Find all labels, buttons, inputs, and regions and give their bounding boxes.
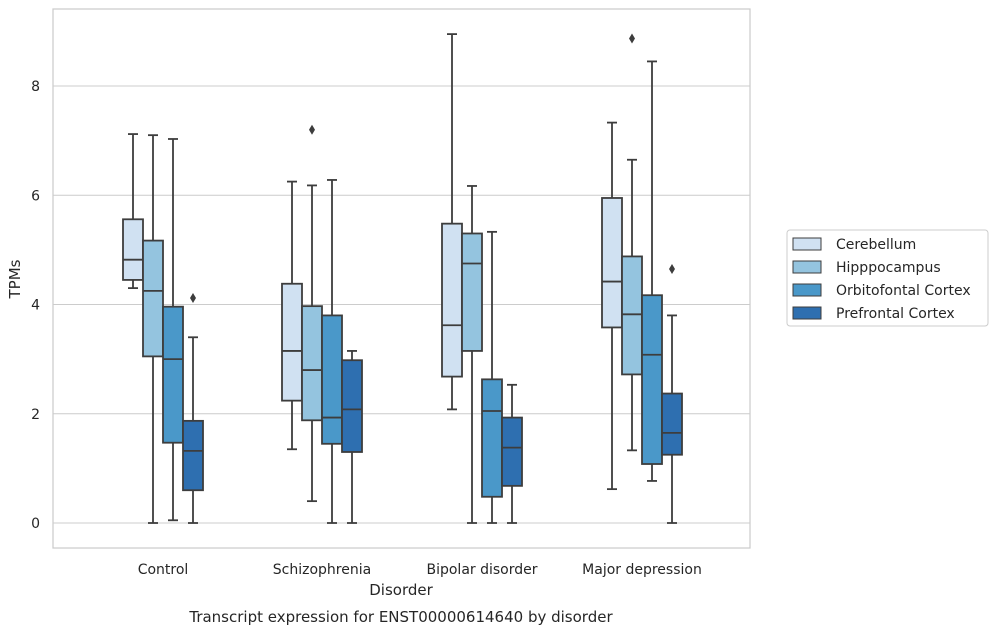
box-orbitofontal-cortex-0 [162, 138, 184, 522]
outlier-point [629, 33, 635, 44]
box-orbitofontal-cortex-2 [481, 230, 503, 524]
box-iqr [441, 222, 463, 378]
box-iqr [641, 294, 663, 465]
x-axis-label: Disorder [369, 581, 433, 599]
box-cerebellum-1 [281, 180, 303, 451]
box-iqr [461, 232, 483, 352]
box-orbitofontal-cortex-3 [641, 60, 663, 482]
box-iqr [162, 305, 184, 444]
box-prefrontal-cortex-1 [341, 350, 363, 524]
y-axis-label: TPMs [6, 259, 24, 299]
legend-label: Hipppocampus [836, 260, 941, 276]
x-tick-label: Bipolar disorder [426, 562, 537, 578]
chart-title: Transcript expression for ENST0000061464… [188, 608, 613, 626]
box-iqr [601, 197, 623, 329]
box-prefrontal-cortex-2 [501, 383, 523, 524]
x-tick-label: Schizophrenia [273, 562, 371, 578]
y-tick-label: 4 [31, 298, 40, 314]
legend-frame [786, 229, 989, 327]
box-prefrontal-cortex-3 [661, 263, 683, 524]
box-orbitofontal-cortex-1 [321, 179, 343, 524]
box-iqr [621, 255, 643, 376]
y-tick-label: 6 [31, 188, 40, 204]
box-hipppocampus-2 [461, 185, 483, 524]
box-cerebellum-0 [122, 133, 144, 290]
box-hipppocampus-0 [142, 134, 164, 524]
outlier-point [309, 124, 315, 135]
legend-label: Cerebellum [836, 237, 916, 253]
box-cerebellum-2 [441, 33, 463, 411]
box-iqr [182, 419, 204, 492]
x-axis-ticks: Control Schizophrenia Bipolar disorder Majo… [138, 562, 702, 578]
box-iqr [281, 282, 303, 402]
y-axis-ticks: 0 2 4 6 8 [31, 79, 40, 532]
outlier-point [190, 292, 196, 303]
plot-frame [52, 8, 751, 549]
legend-swatch [792, 260, 822, 274]
box-groups [122, 33, 683, 524]
x-tick-label: Major depression [582, 562, 702, 578]
box-iqr [321, 314, 343, 445]
box-iqr [501, 416, 523, 487]
box-iqr [481, 378, 503, 498]
y-tick-label: 2 [31, 407, 40, 423]
box-iqr [122, 218, 144, 281]
legend: Cerebellum Hipppocampus Orbitofontal Corte… [786, 229, 989, 327]
legend-label: Prefrontal Cortex [836, 306, 955, 322]
y-tick-label: 8 [31, 79, 40, 95]
legend-swatch [792, 306, 822, 320]
outlier-point [669, 263, 675, 274]
x-tick-label: Control [138, 562, 189, 578]
box-iqr [341, 359, 363, 453]
legend-swatch [792, 283, 822, 297]
box-iqr [142, 239, 164, 358]
box-hipppocampus-1 [301, 124, 323, 503]
box-iqr [301, 305, 323, 422]
box-iqr [661, 392, 683, 456]
legend-label: Orbitofontal Cortex [836, 283, 971, 299]
box-hipppocampus-3 [621, 33, 643, 452]
box-cerebellum-3 [601, 121, 623, 491]
legend-swatch [792, 237, 822, 251]
box-prefrontal-cortex-0 [182, 292, 204, 524]
y-tick-label: 0 [31, 516, 40, 532]
